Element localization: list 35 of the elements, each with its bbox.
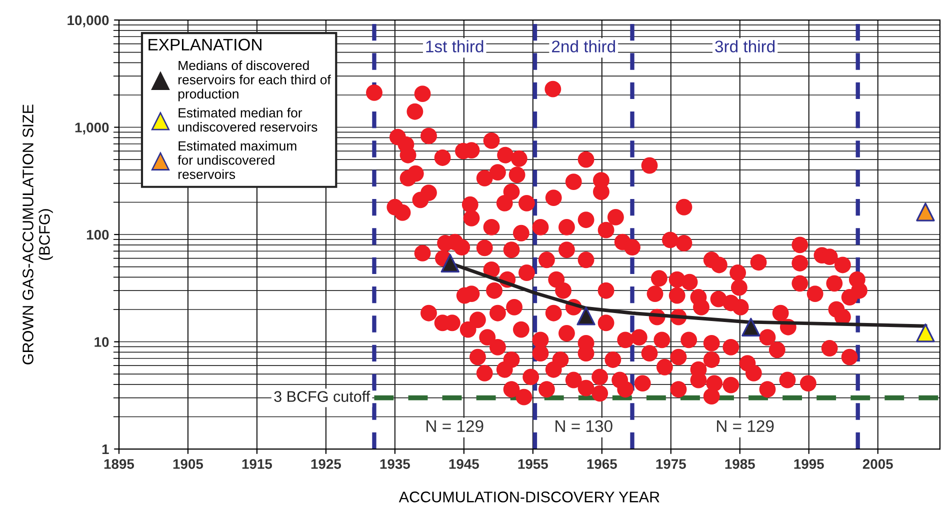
point [916,324,935,342]
y-tick-label: 1 [102,444,109,454]
x-tick-label: 1905 [173,459,204,469]
y-tick-label: 10,000 [68,15,109,28]
legend-label: Estimated maximum for undiscovered reservoirs [178,140,296,180]
x-tick-label: 1975 [656,459,686,469]
point [742,318,760,336]
x-tick-label: 1955 [518,459,548,469]
legend-title: EXPLANATION [148,38,262,51]
annotation: 3rd third [715,40,775,52]
y-tick-label: 10 [94,337,109,347]
y-tick-label: 1,000 [75,122,109,134]
x-tick-label: 1935 [380,459,410,469]
x-tick-label: 1995 [794,459,824,469]
x-tick-label: 2005 [862,459,893,469]
point [576,306,596,326]
ref-line-label: 3 BCFG cutoff [274,390,370,402]
x-tick-label: 1945 [449,459,479,469]
x-tick-label: 1985 [725,459,755,469]
y-tick-label: 100 [86,230,109,240]
annotation: N = 130 [556,420,612,432]
legend-label: Medians of discovered reservoirs for each third of production [178,60,331,102]
x-tick-label: 1915 [242,459,272,469]
point [440,254,460,273]
annotation: 2nd third [552,40,615,52]
x-tick-label: 1895 [104,459,134,469]
legend-label: Estimated median for undiscovered reservoirs [178,108,318,132]
annotation: N = 129 [717,420,774,432]
x-tick-label: 1965 [587,459,617,469]
annotation: N = 129 [426,420,484,432]
annotation: 1st third [426,40,484,52]
y-axis-title: GROWN GAS-ACCUMULATION SIZE (BCFG) [22,104,53,364]
x-tick-label: 1925 [311,459,342,469]
x-axis-title: ACCUMULATION-DISCOVERY YEAR [398,492,660,502]
point [916,202,935,222]
